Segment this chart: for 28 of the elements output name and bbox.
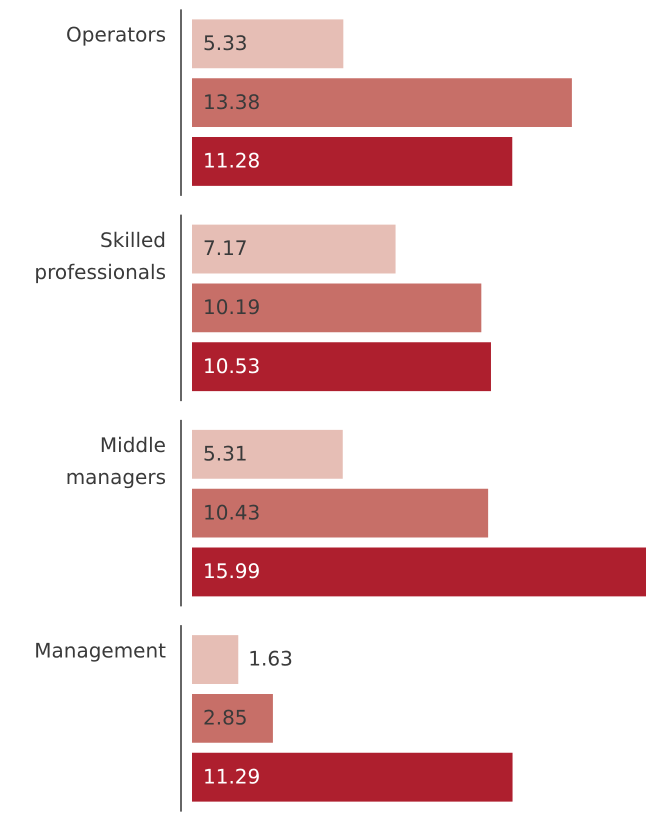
y-tick-label: Operators [66, 22, 166, 47]
y-tick-label: Management [34, 638, 166, 662]
bar [192, 224, 396, 274]
data-label: 11.28 [203, 148, 260, 173]
y-tick-label: Middle managers [66, 433, 166, 490]
bar [192, 342, 491, 392]
bar [192, 78, 572, 128]
bar [192, 430, 343, 479]
data-label: 11.29 [203, 764, 260, 788]
bar [192, 694, 273, 743]
bar [192, 137, 512, 186]
bar [192, 635, 238, 684]
data-label: 5.31 [203, 441, 248, 466]
data-label: 10.53 [203, 354, 260, 378]
data-label: 5.33 [203, 30, 248, 55]
bar [192, 19, 344, 68]
data-label: 1.63 [248, 646, 293, 671]
data-label: 15.99 [203, 559, 260, 584]
bar [192, 548, 646, 596]
data-label: 10.43 [203, 500, 260, 524]
data-label: 7.17 [203, 236, 248, 260]
bar [192, 488, 488, 538]
data-label: 13.38 [203, 90, 260, 114]
data-label: 2.85 [203, 706, 248, 730]
y-tick-label: Skilled professionals [34, 228, 166, 284]
data-label: 10.19 [203, 295, 260, 320]
bar [192, 283, 482, 332]
bar [192, 752, 513, 802]
